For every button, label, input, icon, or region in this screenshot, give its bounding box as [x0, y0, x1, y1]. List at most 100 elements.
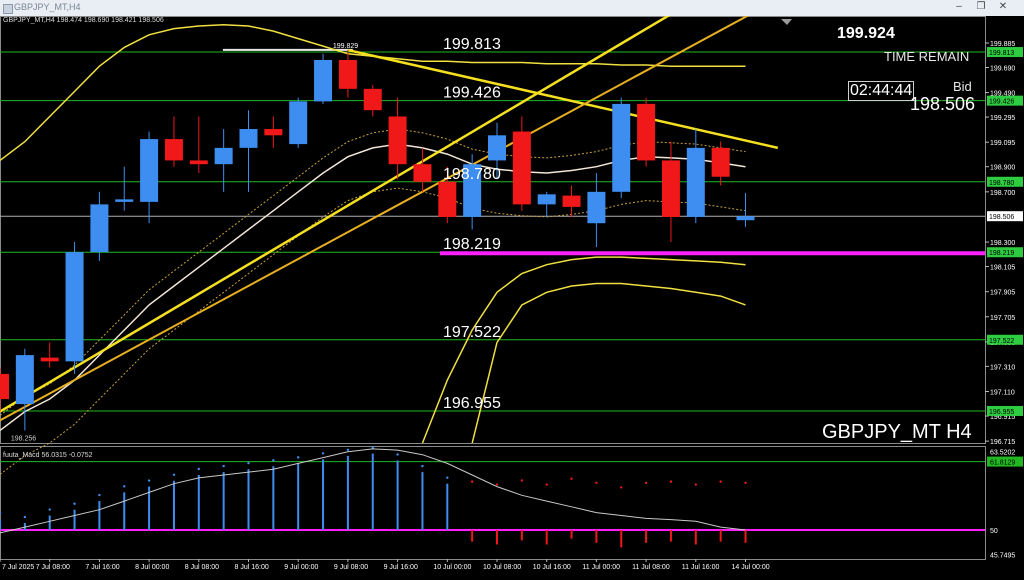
candle-body[interactable] [661, 160, 680, 217]
price-axis-label: 199.690 [990, 65, 1015, 72]
band-dotted-lower [0, 187, 746, 475]
candle-body[interactable] [314, 59, 333, 102]
price-axis-label: 197.905 [990, 290, 1015, 297]
macd-dot [595, 481, 598, 484]
level-label: 197.522 [443, 324, 501, 341]
time-axis-label: 9 Jul 16:00 [384, 564, 418, 571]
macd-dot [73, 502, 76, 505]
price-axis-label: 198.900 [990, 165, 1015, 172]
bid-label: Bid [953, 79, 972, 94]
macd-indicator-label: fuuta_Macd 56.0315 -0.0752 [3, 452, 93, 459]
candle-body[interactable] [463, 164, 482, 217]
macd-dot [719, 480, 722, 483]
time-axis-label: 8 Jul 00:00 [135, 564, 169, 571]
macd-dot [421, 464, 424, 468]
chart-window-icon [3, 4, 13, 14]
price-axis-label: 199.095 [990, 140, 1015, 147]
candle-body[interactable] [686, 147, 705, 217]
band-dotted-upper [0, 128, 746, 416]
macd-dot [446, 476, 449, 479]
time-axis-label: 8 Jul 16:00 [235, 564, 269, 571]
macd-dot [272, 459, 275, 462]
time-axis-label: 9 Jul 08:00 [334, 564, 368, 571]
macd-axis-label: 63.5202 [990, 450, 1015, 457]
time-axis-label: 10 Jul 00:00 [433, 564, 471, 571]
macd-axis-label: 50 [990, 528, 998, 535]
macd-dot [744, 481, 747, 484]
candle-body[interactable] [40, 357, 59, 362]
macd-dot [669, 480, 673, 483]
price-axis-label: 198.105 [990, 265, 1015, 272]
candle-body[interactable] [214, 147, 233, 165]
price-axis-label: 196.915 [990, 414, 1015, 421]
price-axis-label: 197.110 [990, 390, 1015, 397]
candle-body[interactable] [612, 103, 631, 192]
candle-body[interactable] [164, 139, 183, 161]
macd-axis-level-box [987, 456, 1023, 467]
macd-dot [48, 508, 51, 511]
price-axis-label: 197.705 [990, 315, 1015, 322]
candle-body[interactable] [189, 160, 208, 165]
candle-body[interactable] [264, 129, 283, 136]
macd-dot [247, 461, 250, 465]
candle-body[interactable] [711, 147, 730, 177]
candle-body[interactable] [438, 181, 457, 217]
macd-dot [197, 467, 200, 471]
macd-axis-label: 61.8129 [990, 460, 1015, 467]
candle-body[interactable] [488, 135, 506, 161]
candle-body[interactable] [736, 216, 755, 221]
trendline-ascending[interactable] [0, 0, 778, 413]
macd-dot [570, 477, 573, 480]
macd-dot [371, 446, 374, 449]
price-axis-level-box-label: 199.426 [989, 99, 1014, 106]
trendline-ascending-parallel[interactable] [0, 2, 771, 422]
candle-body[interactable] [289, 101, 308, 145]
time-axis-label: 11 Jul 08:00 [632, 564, 670, 571]
candle-body[interactable] [637, 103, 656, 161]
maximize-button[interactable]: ❐ [976, 1, 986, 12]
bid-value: 198.506 [910, 94, 976, 114]
level-label: 199.426 [443, 85, 501, 102]
price-axis-level-box [987, 405, 1023, 416]
price-axis-level-box-label: 198.780 [989, 180, 1014, 187]
trendline-descending[interactable] [347, 48, 779, 150]
level-label: 198.780 [443, 166, 501, 183]
candle-body[interactable] [0, 373, 9, 400]
moving-average-line [0, 143, 746, 431]
macd-line [0, 448, 746, 534]
candle-body[interactable] [15, 355, 34, 405]
price-axis-level-box-label: 196.955 [989, 409, 1014, 416]
candle-body[interactable] [388, 116, 407, 165]
candle-body[interactable] [537, 194, 556, 205]
price-axis-label: 197.310 [990, 364, 1015, 371]
time-axis-label: 14 Jul 00:00 [732, 564, 770, 571]
macd-dot [644, 481, 648, 484]
candle-body[interactable] [587, 191, 606, 224]
chart-shift-arrow-icon[interactable] [781, 19, 792, 25]
candle-body[interactable] [363, 88, 382, 111]
candle-body[interactable] [413, 164, 432, 182]
macd-panel-frame [0, 446, 986, 560]
macd-dot [297, 456, 300, 459]
minimize-button[interactable]: – [956, 1, 962, 12]
candle-body[interactable] [239, 129, 258, 148]
price-axis-level-box-label: 197.522 [989, 338, 1014, 345]
close-button[interactable]: ✕ [998, 1, 1008, 12]
macd-dot [23, 515, 27, 519]
candle-body[interactable] [65, 252, 84, 362]
candle-body[interactable] [512, 131, 531, 205]
macd-dot [172, 473, 176, 476]
candle-body[interactable] [338, 59, 357, 89]
candle-body[interactable] [140, 139, 159, 202]
price-axis-label: 198.300 [990, 240, 1015, 247]
macd-dot [470, 480, 474, 483]
macd-axis-label: 45.7495 [990, 553, 1015, 560]
candle-body[interactable] [562, 195, 581, 207]
level-label: 196.955 [443, 395, 501, 412]
candle-body[interactable] [90, 204, 109, 253]
time-axis-label: 10 Jul 08:00 [483, 564, 521, 571]
candle-body[interactable] [115, 199, 134, 202]
macd-dot [123, 485, 126, 488]
